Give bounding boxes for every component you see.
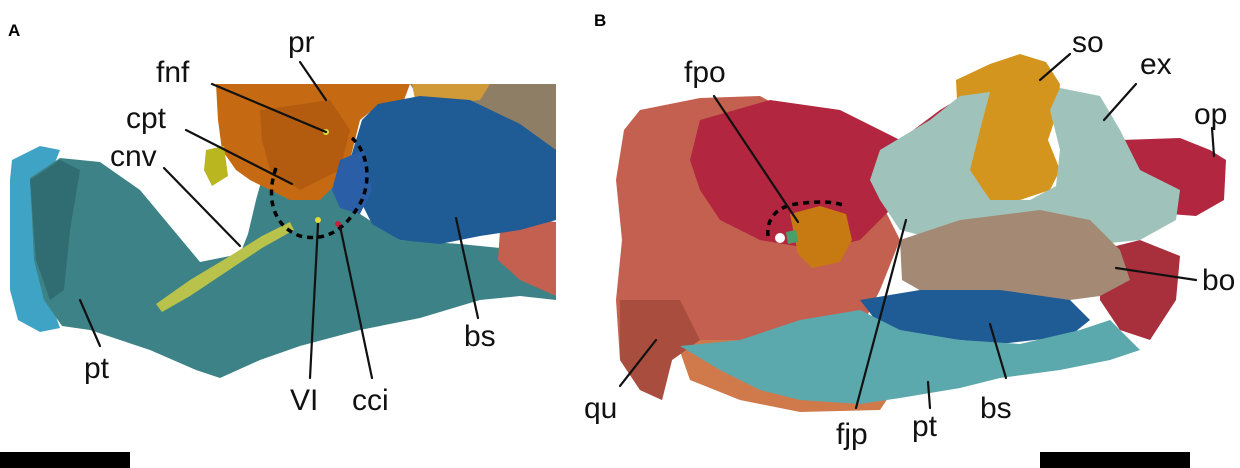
panel-a-leader-fnf [210, 82, 328, 134]
panel-a-label-cnv: cnv [110, 140, 157, 173]
panel-a-leader-pr [298, 60, 328, 102]
panel-b-letter: B [594, 11, 606, 30]
panel-b-leader-pt [926, 380, 932, 410]
panel-a-yellow-patch [204, 146, 228, 186]
panel-a-basisphenoid [346, 96, 556, 244]
panel-a-basisphenoid-shade [332, 150, 372, 214]
panel-b-label-qu: qu [584, 392, 617, 425]
panel-a-scale-bar [0, 452, 130, 468]
panel-b-scale-bar [1040, 452, 1190, 468]
panel-b-dashed-outline [766, 200, 847, 237]
panel-b-label-ex: ex [1140, 48, 1172, 81]
panel-a-label-pr: pr [288, 26, 315, 59]
panel-a-leader-pt [78, 298, 102, 348]
panel-b-quadrate-shade [620, 300, 700, 400]
panel-b-fenestra-orange [790, 206, 852, 268]
panel-a-vi-marker [315, 217, 321, 223]
panel-b-leader-fjp [854, 218, 908, 410]
panel-b-basisphenoid [860, 290, 1090, 344]
panel-a-label-vi: VI [290, 384, 318, 417]
panel-b-basioccipital [900, 210, 1130, 304]
panel-a-pterygoid-teal [30, 140, 556, 378]
panel-b: B fpo so ex op bo qu fjp pt bs [584, 11, 1235, 468]
panel-b-leader-bo [1114, 266, 1198, 282]
panel-b-exoccipital [870, 88, 1180, 244]
panel-b-fenestra-green [786, 230, 798, 244]
panel-b-leader-ex [1102, 82, 1138, 122]
panel-b-label-pt: pt [912, 410, 938, 443]
panel-a-label-cpt: cpt [126, 102, 167, 135]
panel-b-label-bo: bo [1202, 264, 1235, 297]
panel-b-opisthotic-left [690, 80, 990, 250]
panel-b-foramen-white [775, 233, 785, 243]
panel-a-leader-cci [338, 224, 374, 380]
panel-b-label-so: so [1072, 26, 1104, 59]
panel-a-trigeminal-canal [156, 222, 294, 312]
panel-b-label-fjp: fjp [836, 418, 868, 451]
panel-a-salmon-fragment [498, 220, 556, 296]
panel-b-label-fpo: fpo [684, 56, 726, 89]
panel-b-label-bs: bs [980, 392, 1012, 425]
panel-b-leader-fpo [712, 94, 800, 224]
panel-a-label-cci: cci [352, 384, 389, 417]
panel-a-label-bs: bs [464, 320, 496, 353]
panel-a-label-pt: pt [84, 352, 110, 385]
panel-b-supraoccipital [956, 54, 1060, 200]
panel-a-label-fnf: fnf [156, 56, 190, 89]
panel-b-leader-so [1038, 52, 1072, 82]
panel-b-pterygoid [680, 310, 1140, 404]
panel-a-leader-bs [454, 216, 480, 320]
panel-a-dashed-outline [269, 136, 369, 240]
panel-a-letter: A [8, 21, 20, 40]
panel-a-prootic-shade [260, 100, 350, 190]
panel-a-pterygoid-shade [30, 160, 80, 300]
panel-b-leader-bs [988, 322, 1008, 380]
panel-a-leader-vi [308, 222, 320, 380]
panel-b-leader-qu [618, 338, 658, 388]
panel-b-label-op: op [1194, 98, 1227, 131]
panel-a-leader-cpt [184, 128, 294, 186]
panel-b-leader-op [1210, 126, 1216, 158]
panel-a-leader-cnv [162, 166, 242, 248]
panel-a: A pr fnf cpt cnv pt VI cci bs [0, 21, 556, 468]
